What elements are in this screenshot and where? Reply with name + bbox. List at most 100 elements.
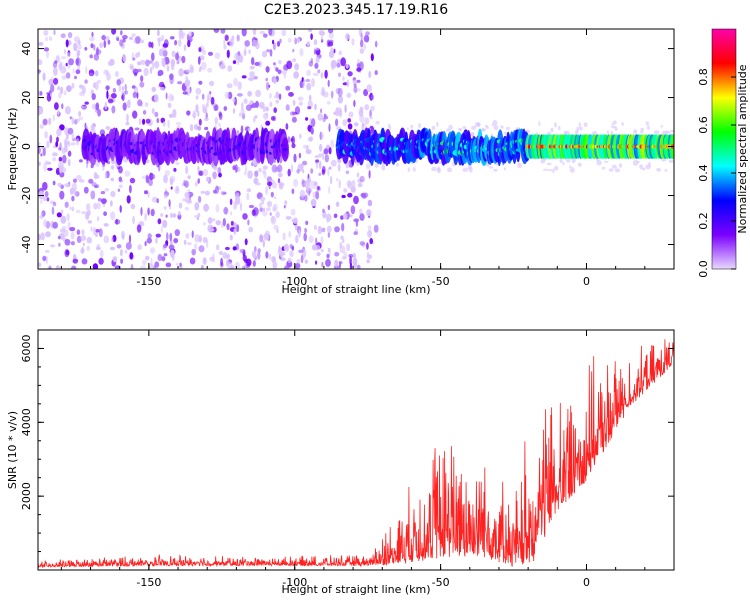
spectrogram-noise-point bbox=[114, 265, 121, 269]
spectrogram-noise-point bbox=[72, 258, 79, 264]
spectrogram-noise-point bbox=[285, 85, 291, 91]
spectrogram-noise-point bbox=[356, 172, 360, 178]
spectrogram-noise-point bbox=[47, 167, 53, 171]
spectrogram-noise-point bbox=[63, 229, 69, 237]
spectrogram-noise-point bbox=[572, 160, 575, 164]
spectrogram-noise-point bbox=[359, 208, 363, 215]
spectrogram-noise-point bbox=[158, 38, 161, 47]
spectrogram-noise-point bbox=[121, 94, 124, 100]
spectrogram-noise-point bbox=[270, 191, 274, 198]
spectrogram-noise-point bbox=[302, 169, 305, 174]
spectrogram-noise-point bbox=[233, 228, 237, 235]
spectrogram-noise-point bbox=[253, 177, 259, 185]
spectrogram-noise-point bbox=[252, 260, 256, 267]
spectrogram-noise-point bbox=[621, 122, 624, 126]
spectrogram-noise-point bbox=[328, 147, 332, 155]
spectrogram-noise-point bbox=[236, 34, 240, 42]
spectrogram-noise-point bbox=[104, 171, 107, 179]
spectrogram-noise-point bbox=[181, 55, 186, 64]
spectrogram-noise-point bbox=[177, 211, 181, 216]
spectrogram-noise-point bbox=[179, 262, 182, 267]
spectrogram-noise-point bbox=[313, 49, 316, 55]
spectrogram-noise-point bbox=[276, 41, 281, 47]
spectrogram-noise-point bbox=[132, 110, 138, 119]
spectrogram-noise-point bbox=[197, 166, 200, 173]
spectrogram-noise-point bbox=[254, 61, 260, 66]
spectrogram-noise-point bbox=[406, 127, 409, 130]
spectrogram-noise-point bbox=[218, 250, 223, 256]
spectrogram-noise-point bbox=[195, 104, 199, 113]
spectrogram-noise-point bbox=[317, 186, 320, 191]
y-tick-label: 20 bbox=[20, 91, 33, 105]
spectrogram-noise-point bbox=[542, 158, 547, 161]
spectrogram-noise-point bbox=[73, 178, 77, 183]
spectrogram-noise-point bbox=[189, 257, 196, 265]
spectrogram-noise-point bbox=[133, 39, 136, 44]
spectrogram-noise-point bbox=[318, 153, 323, 158]
spectrogram-noise-point bbox=[369, 238, 374, 245]
spectrogram-noise-point bbox=[46, 197, 50, 202]
spectrogram-noise-point bbox=[282, 232, 286, 241]
spectrogram-noise-point bbox=[244, 238, 248, 246]
spectrogram-noise-point bbox=[253, 76, 258, 80]
spectrogram-noise-point bbox=[258, 60, 262, 68]
spectrogram-noise-point bbox=[137, 244, 142, 251]
spectrogram-noise-point bbox=[302, 160, 308, 166]
spectrogram-noise-point bbox=[42, 255, 47, 262]
spectrogram-noise-point bbox=[328, 32, 334, 39]
spectrogram-noise-point bbox=[315, 159, 320, 163]
spectrogram-noise-point bbox=[38, 106, 44, 115]
spectrogram-noise-point bbox=[110, 211, 116, 221]
spectrogram-noise-point bbox=[220, 29, 226, 34]
spectrogram-noise-point bbox=[131, 85, 136, 89]
spectrogram-noise-point bbox=[169, 175, 176, 183]
spectrogram-noise-point bbox=[410, 124, 414, 129]
spectrogram-noise-point bbox=[186, 242, 192, 246]
spectrogram-noise-point bbox=[290, 137, 294, 142]
spectrogram-noise-point bbox=[262, 165, 268, 170]
spectrogram-noise-point bbox=[67, 127, 74, 135]
spectrogram-noise-point bbox=[95, 232, 98, 237]
spectrogram-noise-point bbox=[363, 89, 369, 97]
spectrogram-noise-point bbox=[122, 34, 128, 40]
spectrogram-noise-point bbox=[366, 251, 370, 257]
spectrogram-noise-point bbox=[140, 59, 146, 66]
spectrogram-noise-point bbox=[368, 170, 371, 179]
spectrogram-noise-point bbox=[198, 235, 202, 243]
spectrogram-noise-point bbox=[42, 181, 48, 191]
spectrogram-noise-point bbox=[554, 122, 557, 128]
spectrogram-noise-point bbox=[64, 106, 71, 115]
spectrogram-noise-point bbox=[202, 168, 209, 177]
spectrogram-noise-point bbox=[370, 53, 374, 62]
spectrogram-noise-point bbox=[112, 256, 118, 263]
spectrogram-noise-point bbox=[204, 126, 209, 131]
spectrogram-noise-point bbox=[346, 92, 352, 98]
spectrogram-noise-point bbox=[293, 178, 299, 188]
spectrogram-noise-point bbox=[189, 124, 194, 132]
spectrogram-noise-point bbox=[192, 112, 197, 119]
spectrogram-noise-point bbox=[60, 215, 67, 224]
spectrogram-noise-point bbox=[611, 123, 614, 126]
spectrogram-noise-point bbox=[240, 125, 244, 134]
spectrogram-noise-point bbox=[268, 253, 272, 260]
spectrogram-noise-point bbox=[351, 38, 355, 46]
spectrogram-noise-point bbox=[74, 75, 77, 80]
spectrogram-noise-point bbox=[298, 249, 304, 254]
spectrogram-noise-point bbox=[207, 93, 212, 100]
spectrogram-noise-point bbox=[81, 104, 84, 109]
spectrogram-noise-point bbox=[265, 186, 269, 195]
spectrogram-noise-point bbox=[198, 170, 204, 176]
spectrogram-noise-point bbox=[38, 161, 41, 166]
spectrogram-noise-point bbox=[318, 29, 325, 36]
spectrogram-noise-point bbox=[356, 79, 361, 83]
spectrogram-noise-point bbox=[258, 202, 263, 209]
spectrogram-noise-point bbox=[136, 92, 139, 99]
spectrogram-noise-point bbox=[304, 180, 310, 189]
spectrogram-noise-point bbox=[163, 174, 168, 184]
spectrogram-noise-point bbox=[56, 212, 62, 218]
spectrogram-noise-point bbox=[145, 159, 150, 164]
spectrogram-noise-point bbox=[150, 208, 155, 217]
spectrogram-noise-point bbox=[370, 105, 375, 112]
spectrogram-noise-point bbox=[98, 228, 103, 238]
spectrogram-noise-point bbox=[436, 121, 439, 127]
